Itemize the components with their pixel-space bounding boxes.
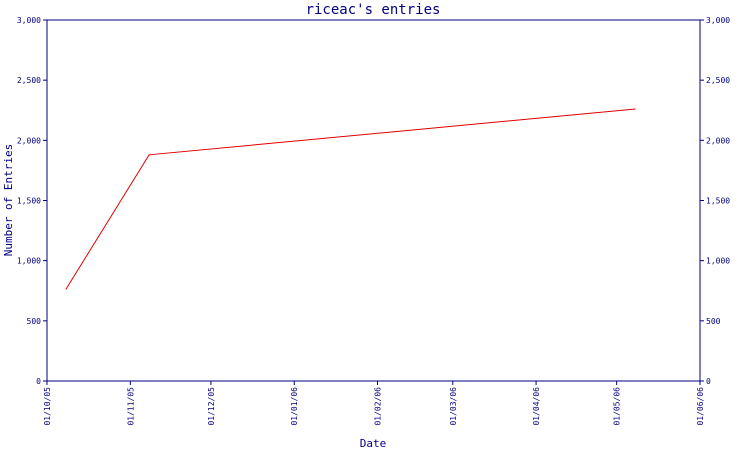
y-tick-label-left: 1,000 bbox=[17, 257, 41, 266]
x-tick-label: 01/12/05 bbox=[207, 387, 216, 426]
x-tick-label: 01/05/06 bbox=[613, 387, 622, 426]
x-axis: 01/10/05 01/11/05 01/12/05 01/01/06 01/02/06… bbox=[43, 381, 705, 426]
y-axis: 0 0 500 500 1,000 1,000 1,500 1,500 2,000 2,000 2,… bbox=[17, 16, 730, 386]
x-tick-label: 01/02/06 bbox=[374, 387, 383, 426]
x-axis-label: Date bbox=[360, 437, 387, 450]
x-tick-label: 01/11/05 bbox=[126, 387, 135, 426]
y-tick-label-left: 500 bbox=[27, 317, 42, 326]
y-tick-label-left: 1,500 bbox=[17, 197, 41, 206]
chart-title: riceac's entries bbox=[306, 2, 441, 18]
y-tick-label-left: 3,000 bbox=[17, 16, 41, 25]
x-tick-label: 01/03/06 bbox=[449, 387, 458, 426]
y-tick-label-left: 2,500 bbox=[17, 76, 41, 85]
y-tick-label-right: 1,500 bbox=[706, 197, 730, 206]
x-tick-label: 01/10/05 bbox=[43, 387, 52, 426]
series-line bbox=[65, 108, 636, 290]
x-tick-label: 01/06/06 bbox=[696, 387, 705, 426]
y-tick-label-right: 3,000 bbox=[706, 16, 730, 25]
y-tick-label-right: 2,000 bbox=[706, 136, 730, 145]
plot-frame bbox=[46, 19, 701, 382]
series-layer bbox=[65, 108, 636, 290]
y-tick-label-right: 2,500 bbox=[706, 76, 730, 85]
x-tick-label: 01/04/06 bbox=[532, 387, 541, 426]
y-tick-label-right: 1,000 bbox=[706, 257, 730, 266]
y-tick-label-right: 500 bbox=[706, 317, 721, 326]
y-axis-label: Number of Entries bbox=[2, 144, 15, 257]
x-tick-label: 01/01/06 bbox=[290, 387, 299, 426]
y-tick-label-left: 2,000 bbox=[17, 136, 41, 145]
y-tick-label-right: 0 bbox=[706, 377, 711, 386]
y-tick-label-left: 0 bbox=[36, 377, 41, 386]
